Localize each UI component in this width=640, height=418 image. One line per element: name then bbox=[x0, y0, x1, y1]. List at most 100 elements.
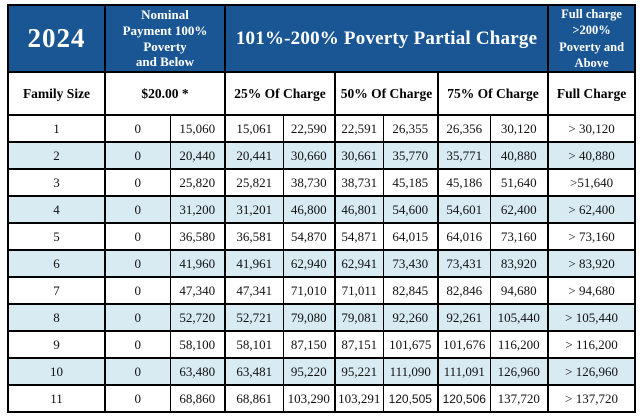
table-cell: 62,400 bbox=[490, 196, 550, 224]
table-cell: 0 bbox=[105, 358, 171, 386]
table-cell: 58,101 bbox=[225, 331, 284, 359]
nominal-payment-header-cell: Nominal Payment 100% Poverty and Below bbox=[105, 5, 227, 73]
table-cell: 30,120 bbox=[490, 115, 550, 143]
full-charge-header-cell: Full charge >200% Poverty and Above bbox=[548, 5, 637, 73]
table-row: 8 0 52,720 52,721 79,080 79,081 92,260 92,261 10… bbox=[8, 304, 636, 332]
table-cell: 95,221 bbox=[335, 358, 384, 386]
table-cell: 101,676 bbox=[438, 331, 491, 359]
table-cell: > 137,720 bbox=[548, 385, 636, 413]
table-cell: 105,440 bbox=[490, 304, 550, 332]
table-cell: 20,441 bbox=[225, 142, 284, 170]
table-cell: 54,870 bbox=[283, 223, 337, 251]
table-cell: 52,721 bbox=[225, 304, 284, 332]
table-cell: 63,481 bbox=[225, 358, 284, 386]
table-row: 9 0 58,100 58,101 87,150 87,151 101,675 101,676… bbox=[8, 331, 636, 359]
table-cell: 15,061 bbox=[225, 115, 284, 143]
table-cell: 0 bbox=[105, 250, 171, 278]
table-cell: > 83,920 bbox=[548, 250, 636, 278]
table-cell: >51,640 bbox=[548, 169, 636, 197]
table-cell: 62,941 bbox=[335, 250, 384, 278]
table-cell: 63,480 bbox=[170, 358, 227, 386]
table-cell: 0 bbox=[105, 331, 171, 359]
poverty-fee-schedule-table: 2024 Nominal Payment 100% Poverty and Be… bbox=[7, 4, 637, 413]
table-cell: 26,355 bbox=[383, 115, 440, 143]
partial-charge-header-cell: 101%-200% Poverty Partial Charge bbox=[225, 5, 550, 73]
table-cell: 0 bbox=[105, 196, 171, 224]
table-row: 1 0 15,060 15,061 22,590 22,591 26,355 26,356 30… bbox=[8, 115, 636, 143]
table-cell: 22,590 bbox=[283, 115, 337, 143]
table-cell: 6 bbox=[8, 250, 106, 278]
table-cell: 41,960 bbox=[170, 250, 227, 278]
table-cell: 71,011 bbox=[335, 277, 384, 305]
table-cell: 0 bbox=[105, 223, 171, 251]
table-cell: 101,675 bbox=[383, 331, 440, 359]
table-row: 5 0 36,580 36,581 54,870 54,871 64,015 64,016 73… bbox=[8, 223, 636, 251]
table-cell: 111,090 bbox=[383, 358, 440, 386]
table-cell: > 116,200 bbox=[548, 331, 636, 359]
table-cell: 73,431 bbox=[438, 250, 491, 278]
table-row: 7 0 47,340 47,341 71,010 71,011 82,845 82,846 94… bbox=[8, 277, 636, 305]
table-cell: 7 bbox=[8, 277, 106, 305]
table-cell: 94,680 bbox=[490, 277, 550, 305]
table-cell: 68,861 bbox=[225, 385, 284, 413]
table-cell: 46,800 bbox=[283, 196, 337, 224]
table-cell: 47,340 bbox=[170, 277, 227, 305]
table-cell: 92,261 bbox=[438, 304, 491, 332]
table-cell: 120,506 bbox=[438, 385, 491, 413]
table-cell: 0 bbox=[105, 385, 171, 413]
table-cell: 2 bbox=[8, 142, 106, 170]
table-cell: 38,731 bbox=[335, 169, 384, 197]
table-cell: > 30,120 bbox=[548, 115, 636, 143]
table-cell: 15,060 bbox=[170, 115, 227, 143]
table-cell: 73,430 bbox=[383, 250, 440, 278]
nominal-amount-column-header: $20.00 * bbox=[105, 72, 227, 116]
table-cell: 68,860 bbox=[170, 385, 227, 413]
table-row: 2 0 20,440 20,441 30,660 30,661 35,770 35,771 40… bbox=[8, 142, 636, 170]
table-cell: 30,661 bbox=[335, 142, 384, 170]
table-cell: 126,960 bbox=[490, 358, 550, 386]
table-cell: 5 bbox=[8, 223, 106, 251]
charge-25-column-header: 25% Of Charge bbox=[225, 72, 337, 116]
table-cell: 95,220 bbox=[283, 358, 337, 386]
table-cell: 10 bbox=[8, 358, 106, 386]
table-row: 11 0 68,860 68,861 103,290 103,291 120,505 120,… bbox=[8, 385, 636, 413]
table-cell: > 40,880 bbox=[548, 142, 636, 170]
table-cell: 0 bbox=[105, 169, 171, 197]
table-cell: > 94,680 bbox=[548, 277, 636, 305]
group-header-row: 2024 Nominal Payment 100% Poverty and Be… bbox=[8, 5, 637, 73]
table-cell: 11 bbox=[8, 385, 106, 413]
table-cell: > 62,400 bbox=[548, 196, 636, 224]
table-cell: 73,160 bbox=[490, 223, 550, 251]
table-body: 1 0 15,060 15,061 22,590 22,591 26,355 26,356 30… bbox=[8, 115, 636, 413]
charge-50-column-header: 50% Of Charge bbox=[335, 72, 440, 116]
table-cell: 92,260 bbox=[383, 304, 440, 332]
table-cell: 54,600 bbox=[383, 196, 440, 224]
table-cell: 0 bbox=[105, 115, 171, 143]
table-cell: 25,820 bbox=[170, 169, 227, 197]
table-cell: 20,440 bbox=[170, 142, 227, 170]
table-cell: 64,015 bbox=[383, 223, 440, 251]
table-row: 6 0 41,960 41,961 62,940 62,941 73,430 73,431 83… bbox=[8, 250, 636, 278]
table-cell: 120,505 bbox=[383, 385, 440, 413]
full-charge-column-header: Full Charge bbox=[548, 72, 637, 116]
table-cell: > 73,160 bbox=[548, 223, 636, 251]
family-size-column-header: Family Size bbox=[8, 72, 106, 116]
table-cell: 35,770 bbox=[383, 142, 440, 170]
table-cell: 31,201 bbox=[225, 196, 284, 224]
table-cell: 9 bbox=[8, 331, 106, 359]
table-cell: 52,720 bbox=[170, 304, 227, 332]
table-cell: 41,961 bbox=[225, 250, 284, 278]
table-cell: 22,591 bbox=[335, 115, 384, 143]
table-cell: 111,091 bbox=[438, 358, 491, 386]
table-cell: 0 bbox=[105, 277, 171, 305]
table-cell: 35,771 bbox=[438, 142, 491, 170]
table-cell: 8 bbox=[8, 304, 106, 332]
table-cell: 58,100 bbox=[170, 331, 227, 359]
year-header-cell: 2024 bbox=[8, 5, 106, 73]
table-cell: 71,010 bbox=[283, 277, 337, 305]
table-cell: 79,080 bbox=[283, 304, 337, 332]
table-cell: 45,186 bbox=[438, 169, 491, 197]
table-cell: 116,200 bbox=[490, 331, 550, 359]
table-cell: 82,846 bbox=[438, 277, 491, 305]
table-cell: 26,356 bbox=[438, 115, 491, 143]
